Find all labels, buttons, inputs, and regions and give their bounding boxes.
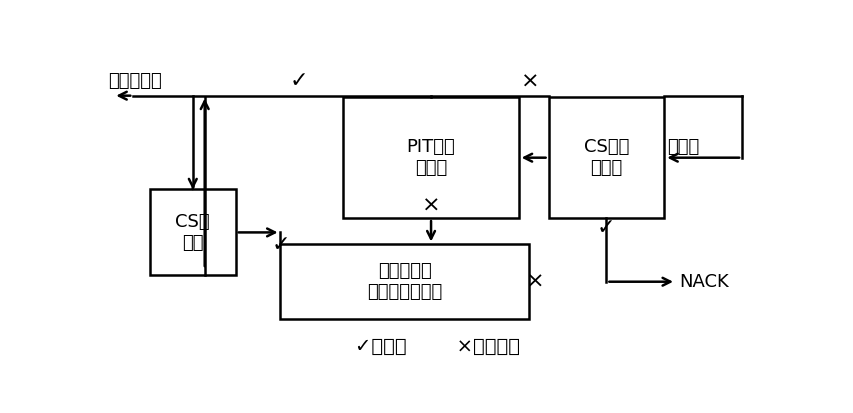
Text: ×: × (525, 272, 544, 292)
Bar (548, 97, 664, 218)
Text: 数据包: 数据包 (666, 138, 699, 156)
Text: ×: × (421, 195, 440, 216)
Text: ✓: ✓ (289, 71, 308, 91)
Bar (149, 190, 235, 275)
Text: 转发数据包: 转发数据包 (108, 72, 161, 90)
Text: ×: × (520, 71, 539, 91)
Text: CS内容
缓存表: CS内容 缓存表 (583, 138, 629, 177)
Bar (280, 244, 528, 319)
Text: 控制器执行
多约束路由计算: 控制器执行 多约束路由计算 (367, 262, 442, 301)
Text: CS表
缓存: CS表 缓存 (175, 213, 210, 252)
Text: NACK: NACK (678, 273, 728, 291)
Text: PIT待定
兴趣表: PIT待定 兴趣表 (406, 138, 455, 177)
Text: ✓: ✓ (596, 218, 615, 237)
Text: ✓：命中        ×：未命中: ✓：命中 ×：未命中 (355, 337, 519, 356)
Text: ✓: ✓ (271, 235, 290, 255)
Bar (343, 97, 518, 218)
